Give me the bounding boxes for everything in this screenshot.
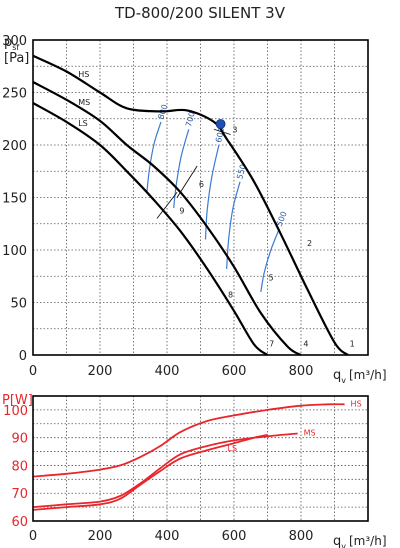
rpm-curve-600 — [204, 144, 220, 240]
top-plot-frame — [32, 39, 369, 356]
top-tick-labels: 0 200 400 600 800 0 50 100 150 200 250 300 — [2, 34, 313, 379]
bottom-ytick-label: 80 — [11, 459, 28, 474]
top-ytick-label: 150 — [2, 192, 27, 207]
top-xlabel-main: q — [333, 368, 341, 383]
curve-point-label: 9 — [179, 206, 184, 215]
bottom-xtick-label: 0 — [29, 529, 37, 544]
bottom-xlabel: qv [m³/h] — [333, 534, 387, 548]
top-xtick-label: 600 — [222, 364, 247, 379]
curve-labels: HS MS LS 3 6 9 2 5 8 1 4 7 — [78, 70, 354, 349]
curve-point-label: 2 — [307, 239, 312, 248]
curve-point-label: LS — [78, 119, 88, 128]
bottom-tick-labels: 0 200 400 600 800 60 70 80 90 100 — [3, 404, 313, 544]
power-curve-ls — [32, 434, 268, 511]
power-label-ls: LS — [228, 444, 238, 453]
bottom-plot-frame — [32, 395, 369, 522]
power-label-ms: MS — [304, 429, 316, 438]
top-xtick-label: 200 — [88, 364, 113, 379]
rpm-curve-700 — [173, 129, 190, 209]
operating-point-group — [215, 119, 226, 129]
rpm-curve-550 — [226, 181, 241, 269]
power-curve-ms — [32, 432, 298, 508]
system-line-9 — [156, 191, 178, 219]
top-grid — [33, 40, 368, 355]
top-xlabel-unit: [m³/h] — [349, 368, 387, 382]
bottom-xlabel-sub: v — [341, 542, 346, 548]
power-curves — [32, 403, 345, 511]
top-ytick-label: 250 — [2, 87, 27, 102]
top-xtick-label: 400 — [155, 364, 180, 379]
pressure-curve-hs — [32, 54, 349, 356]
bottom-ytick-label: 60 — [11, 515, 28, 530]
curve-point-label: 3 — [232, 125, 237, 134]
curve-point-label: 5 — [269, 273, 274, 282]
bottom-ylabel: P[W] — [2, 393, 33, 408]
top-ylabel: psf — [4, 35, 19, 52]
pressure-curves — [32, 54, 349, 356]
curve-point-label: 1 — [350, 340, 355, 349]
curve-point-label: 6 — [199, 180, 204, 189]
chart-title: TD-800/200 SILENT 3V — [114, 4, 286, 22]
top-ylabel-main: p — [4, 35, 12, 50]
bottom-xlabel-unit: [m³/h] — [349, 534, 387, 548]
power-label-hs: HS — [351, 399, 362, 408]
bottom-xtick-label: 600 — [222, 529, 247, 544]
bottom-ytick-label: 100 — [3, 404, 28, 419]
bottom-ytick-label: 70 — [11, 487, 28, 502]
top-ytick-label: 100 — [2, 244, 27, 259]
pressure-curve-ls — [32, 102, 269, 356]
curve-point-label: MS — [78, 98, 90, 107]
rpm-label-600: 600 — [214, 127, 226, 144]
rpm-curve-800 — [146, 121, 162, 193]
operating-point — [215, 119, 226, 129]
curve-point-label: HS — [78, 70, 89, 79]
rpm-label-550: 550 — [235, 163, 248, 180]
bottom-xtick-label: 200 — [88, 529, 113, 544]
top-xtick-label: 0 — [29, 364, 37, 379]
pressure-curve-ms — [32, 81, 302, 356]
bottom-xtick-label: 800 — [289, 529, 314, 544]
top-ytick-label: 200 — [2, 139, 27, 154]
power-curve-hs — [32, 403, 345, 478]
top-ytick-label: 0 — [19, 349, 27, 364]
bottom-ytick-label: 90 — [11, 432, 28, 447]
bottom-xtick-label: 400 — [155, 529, 180, 544]
rpm-curve-500 — [260, 228, 280, 293]
curve-point-label: 8 — [228, 290, 233, 299]
top-ylabel-sub: sf — [12, 43, 19, 52]
top-ytick-label: 50 — [10, 297, 27, 312]
bottom-xlabel-main: q — [333, 534, 341, 548]
top-xlabel: qv [m³/h] — [333, 368, 387, 385]
rpm-label-700: 700 — [184, 111, 197, 128]
curve-point-label: 7 — [269, 340, 274, 349]
top-ytick-label: 300 — [2, 34, 27, 49]
top-ylabel-unit: [Pa] — [4, 51, 29, 66]
power-curve-labels: HS MS LS — [228, 399, 362, 453]
top-xtick-label: 800 — [289, 364, 314, 379]
top-xlabel-sub: v — [341, 376, 346, 385]
curve-point-label: 4 — [303, 340, 308, 349]
